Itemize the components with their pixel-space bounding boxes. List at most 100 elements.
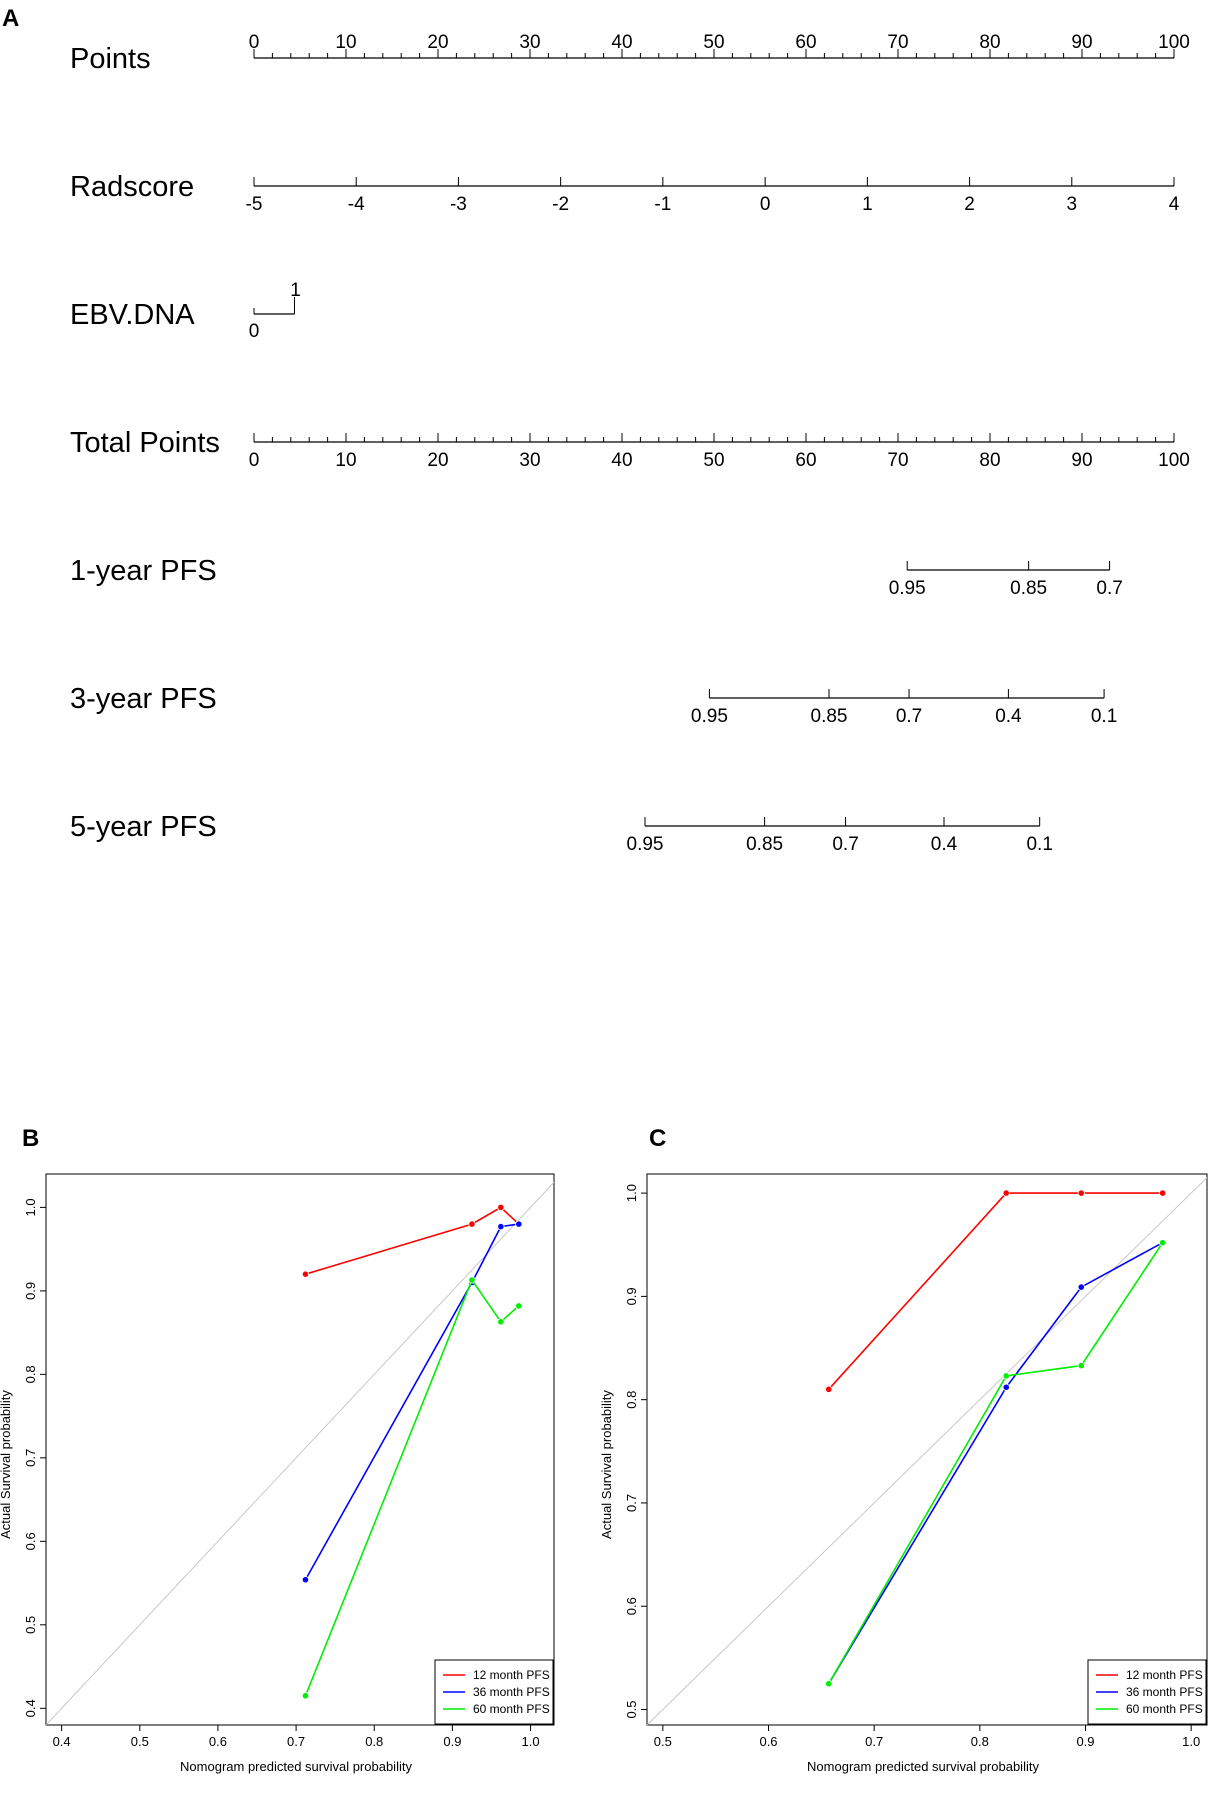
tick-label: 30 [519,32,540,53]
x-axis-label: Nomogram predicted survival probability [180,1759,412,1774]
data-point [1002,1189,1010,1197]
x-tick-label: 0.6 [759,1734,777,1749]
tick-label: 30 [519,450,540,471]
y-tick-label: 0.5 [624,1700,639,1718]
data-point [825,1680,833,1688]
legend-label: 12 month PFS [473,1668,550,1682]
calibration-chart-b: 0.4 0.5 0.6 0.7 0.8 0.9 1.0 0.4 0.5 0.6 0.7 0.8 0.9 1… [0,1173,555,1774]
tick-label: 90 [1071,450,1092,471]
tick-label: 0 [249,32,260,53]
y-tick-label: 0.8 [23,1365,38,1383]
row-label: Points [70,43,151,75]
tick-label: 50 [703,450,724,471]
tick-label: -1 [654,194,671,215]
panel-label-c: C [649,1125,666,1152]
tick-label: 20 [427,32,448,53]
tick-label: 90 [1071,32,1092,53]
tick-label: 0.85 [811,706,848,727]
legend-label: 36 month PFS [473,1685,550,1699]
row-label: EBV.DNA [70,299,195,331]
row-label: 1-year PFS [70,555,217,587]
tick-label: 0 [249,321,260,342]
data-point [468,1220,476,1228]
tick-label: 70 [887,32,908,53]
x-tick-label: 0.5 [654,1734,672,1749]
y-tick-label: 1.0 [23,1198,38,1216]
tick-label: 40 [611,32,632,53]
diagonal-reference-line [646,1177,1208,1726]
panel-label-b: B [22,1125,39,1152]
diagonal-reference-line [45,1182,555,1726]
x-tick-label: 0.8 [365,1734,383,1749]
x-tick-label: 1.0 [522,1734,540,1749]
tick-label: 0.95 [627,834,664,855]
legend-label: 60 month PFS [473,1702,550,1716]
tick-label: 0 [249,450,260,471]
tick-label: 1 [862,194,873,215]
y-tick-label: 0.9 [23,1282,38,1300]
tick-label: 100 [1158,32,1190,53]
y-tick-label: 1.0 [624,1184,639,1202]
tick-label: 100 [1158,450,1190,471]
tick-label: 70 [887,450,908,471]
data-point [301,1270,310,1278]
data-point [515,1302,523,1310]
data-point [497,1318,505,1326]
data-point [301,1692,310,1700]
calibration-chart-c: 0.5 0.6 0.7 0.8 0.9 1.0 0.5 0.6 0.7 0.8 0.9 1.0 Nomo… [599,1173,1208,1774]
series-line [828,1242,1164,1685]
data-point [1159,1189,1167,1197]
row-label: 3-year PFS [70,683,217,715]
tick-label: 80 [979,32,1000,53]
y-tick-label: 0.5 [23,1616,38,1634]
x-tick-label: 0.7 [865,1734,883,1749]
legend-label: 60 month PFS [1126,1702,1203,1716]
x-tick-label: 0.9 [443,1734,461,1749]
y-tick-label: 0.6 [23,1532,38,1550]
x-tick-label: 0.4 [53,1734,71,1749]
tick-label: 1 [290,280,301,301]
y-axis-label: Actual Survival probability [0,1390,13,1539]
y-tick-label: 0.8 [624,1391,639,1409]
x-tick-label: 0.6 [209,1734,227,1749]
tick-label: 80 [979,450,1000,471]
tick-label: 0.7 [832,834,858,855]
y-tick-label: 0.7 [624,1494,639,1512]
data-point [1077,1283,1085,1291]
tick-label: 3 [1066,194,1077,215]
data-point [1002,1372,1010,1380]
data-point [1077,1189,1085,1197]
tick-label: 0.7 [896,706,922,727]
tick-label: 0.4 [931,834,958,855]
tick-label: 60 [795,32,816,53]
series-line [828,1241,1164,1685]
legend-label: 12 month PFS [1126,1668,1203,1682]
x-tick-label: 0.5 [131,1734,149,1749]
y-axis-label: Actual Survival probability [599,1390,614,1539]
legend-label: 36 month PFS [1126,1685,1203,1699]
tick-label: 0.85 [1010,578,1047,599]
tick-label: -5 [246,194,263,215]
tick-label: 0.7 [1096,578,1122,599]
data-point [825,1385,833,1393]
y-tick-label: 0.6 [624,1597,639,1615]
row-label: Total Points [70,427,220,459]
panel-label-a: A [2,5,19,32]
tick-label: 40 [611,450,632,471]
tick-label: 10 [335,450,356,471]
tick-label: 0.95 [889,578,926,599]
data-point [301,1576,310,1584]
x-tick-label: 0.9 [1076,1734,1094,1749]
x-tick-label: 0.7 [287,1734,305,1749]
data-point [1002,1383,1010,1391]
tick-label: 0.1 [1026,834,1052,855]
data-point [468,1276,476,1284]
tick-label: 0.4 [995,706,1022,727]
series-line [304,1223,519,1581]
plot-frame [646,1173,1208,1726]
tick-label: 2 [964,194,975,215]
tick-label: -4 [348,194,365,215]
y-tick-label: 0.9 [624,1287,639,1305]
row-label: Radscore [70,171,194,203]
